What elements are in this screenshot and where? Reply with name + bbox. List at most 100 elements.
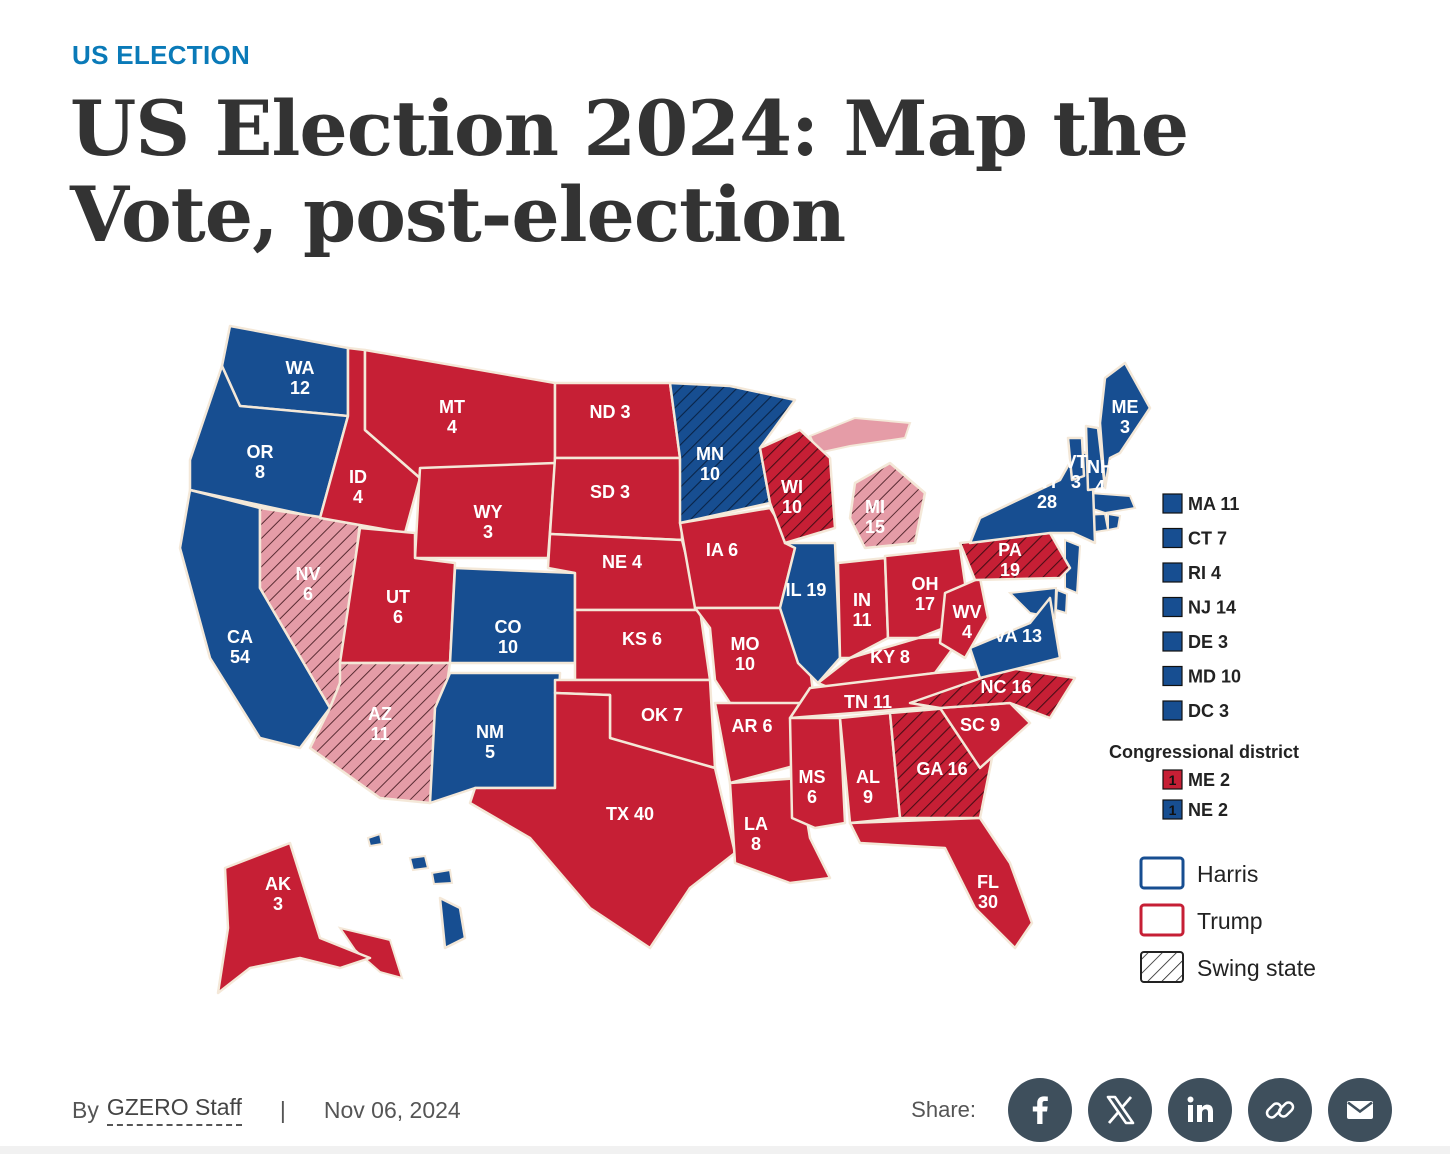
share-bar: Share: (911, 1078, 1392, 1142)
labels-layer: WA12OR8CA54NV6ID4MT4WY3UT6AZ11CO10NM5ND … (227, 358, 1139, 964)
state-label-ga: GA 16 (916, 759, 967, 779)
byline: By GZERO Staff | Nov 06, 2024 (72, 1094, 461, 1126)
state-label-wa: WA (286, 358, 315, 378)
state-ny[interactable] (968, 446, 1097, 545)
legend-label-dc: DC 3 (1188, 701, 1229, 721)
state-wi[interactable] (758, 428, 837, 545)
share-linkedin-button[interactable] (1168, 1078, 1232, 1142)
state-label-id: ID (349, 467, 367, 487)
state-votes-mt: 4 (447, 417, 457, 437)
state-label-ne: NE 4 (602, 552, 642, 572)
district-label-1: NE 2 (1188, 800, 1228, 820)
state-votes-ut: 6 (393, 607, 403, 627)
mi-upper-peninsula (808, 416, 912, 455)
state-votes-nm: 5 (485, 742, 495, 762)
legend: MA 11 CT 7 RI 4 NJ 14 DE 3 MD 10 DC 3 Congressi… (1109, 493, 1316, 983)
us-map-svg: WA12OR8CA54NV6ID4MT4WY3UT6AZ11CO10NM5ND … (178, 324, 1316, 995)
state-hi[interactable] (438, 896, 467, 950)
legend-key-label-harris: Harris (1197, 861, 1258, 887)
state-label-me: ME (1112, 397, 1139, 417)
state-de[interactable] (1054, 588, 1069, 615)
state-votes-ca: 54 (230, 647, 250, 667)
state-label-ks: KS 6 (622, 629, 662, 649)
share-x-button[interactable] (1088, 1078, 1152, 1142)
legend-label-ma: MA 11 (1188, 494, 1239, 514)
facebook-icon (1032, 1096, 1048, 1124)
x-icon (1106, 1095, 1135, 1125)
state-il[interactable] (778, 541, 842, 685)
state-label-va: VA 13 (994, 626, 1042, 646)
state-mi[interactable] (848, 461, 927, 550)
state-votes-vt: 3 (1071, 472, 1081, 492)
state-ms[interactable] (788, 716, 847, 830)
section-label[interactable]: US ELECTION (72, 40, 251, 70)
state-votes-me: 3 (1120, 417, 1130, 437)
share-facebook-button[interactable] (1008, 1078, 1072, 1142)
legend-swatch-nj (1162, 596, 1183, 618)
state-label-mi: MI (865, 497, 885, 517)
district-title: Congressional district (1109, 742, 1299, 762)
legend-key-harris (1139, 856, 1185, 890)
state-votes-wy: 3 (483, 522, 493, 542)
legend-label-md: MD 10 (1188, 667, 1241, 687)
state-label-oh: OH (912, 574, 939, 594)
state-label-vt: VT (1064, 452, 1087, 472)
share-link-button[interactable] (1248, 1078, 1312, 1142)
state-votes-wa: 12 (290, 378, 310, 398)
legend-label-ri: RI 4 (1188, 563, 1221, 583)
district-swatch-1 (1162, 799, 1183, 820)
state-me[interactable] (1098, 361, 1152, 490)
state-label-nm: NM (476, 722, 504, 742)
legend-swatch-dc (1162, 700, 1183, 721)
state-label-nh: NH (1087, 457, 1113, 477)
share-email-button[interactable] (1328, 1078, 1392, 1142)
state-label-in: IN (853, 590, 871, 610)
state-label-tn: TN 11 (844, 692, 892, 712)
state-votes-ms: 6 (807, 787, 817, 807)
state-label-mn: MN (696, 444, 724, 464)
state-label-ut: UT (386, 587, 410, 607)
electoral-map: WA 12 OR 8 CA 54 NV 6 ID 4 MT 4 WY 3 UT 6 AZ 11 CO 10 NM 5 ND … (170, 318, 1390, 1008)
state-votes-id: 4 (353, 487, 363, 507)
legend-swatch-ri (1162, 562, 1183, 583)
state-votes-la: 8 (751, 834, 761, 854)
page-title: US Election 2024: Map the Vote, post-ele… (70, 84, 1189, 259)
legend-key-swing (1140, 951, 1184, 983)
legend-swatch-ma (1162, 493, 1183, 514)
state-label-ak: AK (265, 874, 291, 894)
state-label-ar: AR 6 (731, 716, 772, 736)
legend-label-de: DE 3 (1188, 632, 1228, 652)
link-icon (1265, 1101, 1295, 1119)
hawaii-island-2 (408, 854, 430, 872)
state-label-nc: NC 16 (980, 677, 1031, 697)
state-ak[interactable] (216, 841, 372, 995)
states-layer (178, 324, 1152, 995)
legend-swatch-md (1162, 665, 1183, 687)
legend-swatch-de (1162, 631, 1183, 652)
alaska-chain (337, 926, 404, 980)
author-link[interactable]: GZERO Staff (106, 1094, 242, 1126)
state-label-sd: SD 3 (590, 482, 630, 502)
state-label-il: IL 19 (786, 580, 827, 600)
state-label-mo: MO (731, 634, 760, 654)
district-label-0: ME 2 (1188, 770, 1230, 790)
legend-key-label-swing: Swing state (1197, 955, 1316, 981)
byline-separator: | (279, 1096, 286, 1123)
state-ri[interactable] (1107, 512, 1122, 532)
state-votes-nh: 4 (1095, 477, 1105, 497)
state-votes-ny: 28 (1037, 492, 1057, 512)
state-va[interactable] (968, 596, 1062, 680)
state-label-nd: ND 3 (589, 402, 630, 422)
byline-prefix: By (72, 1096, 99, 1123)
state-vt[interactable] (1066, 436, 1086, 482)
state-fl[interactable] (848, 816, 1034, 950)
state-label-al: AL (856, 767, 880, 787)
state-label-ms: MS (799, 767, 826, 787)
state-votes-or: 8 (255, 462, 265, 482)
state-votes-pa: 19 (1000, 560, 1020, 580)
state-in[interactable] (836, 556, 890, 660)
state-votes-mi: 15 (865, 517, 885, 537)
district-count-1: 1 (1169, 802, 1177, 818)
district-swatch-0 (1162, 769, 1183, 790)
state-votes-nv: 6 (303, 584, 313, 604)
